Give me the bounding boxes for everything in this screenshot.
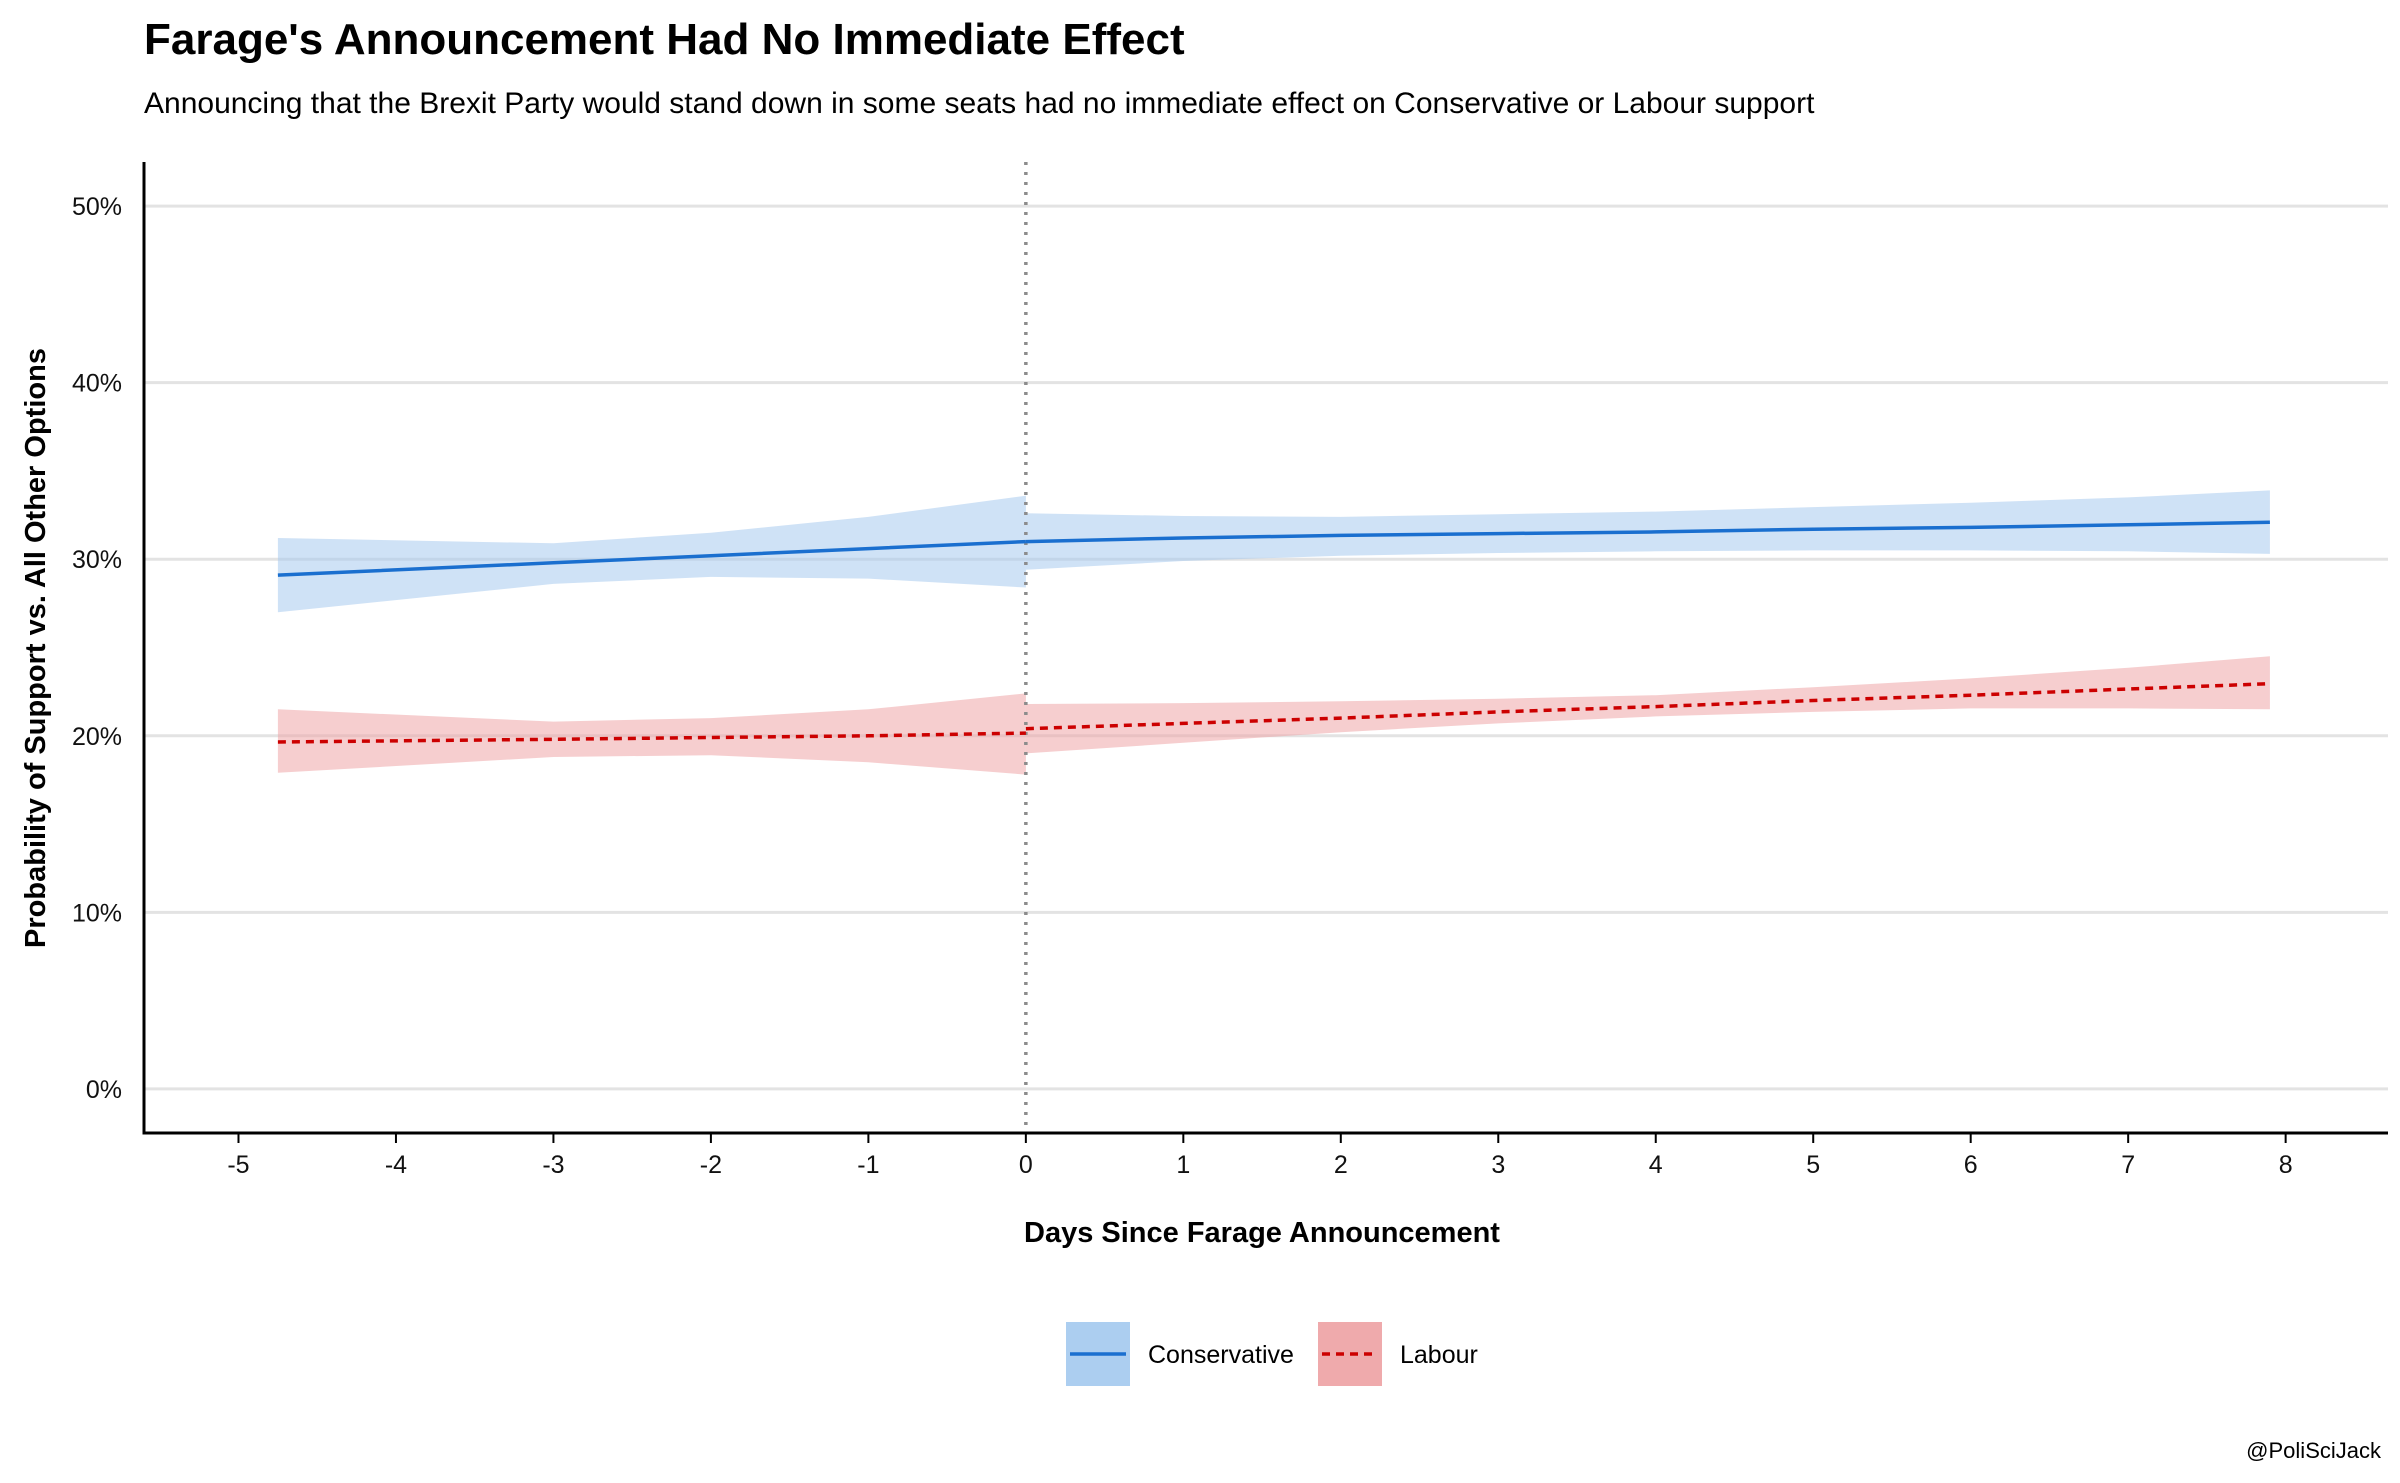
labour-line-1: [277, 731, 1026, 744]
conservative-line-2: [1025, 520, 2270, 544]
x-tick-label: -5: [227, 1151, 249, 1179]
x-tick-label: -4: [385, 1151, 407, 1179]
chart-subtitle: Announcing that the Brexit Party would s…: [144, 87, 1815, 120]
chart-title: Farage's Announcement Had No Immediate E…: [144, 15, 1185, 64]
y-tick-label: 0%: [86, 1076, 122, 1104]
y-tick-label: 20%: [72, 723, 122, 751]
conservative-legend-label: Conservative: [1148, 1341, 1294, 1369]
x-tick-label: -1: [857, 1151, 879, 1179]
y-tick-label: 50%: [72, 193, 122, 221]
y-gridlines: [144, 204, 2388, 1091]
series-lines: [277, 520, 2270, 744]
labour-ribbon-2: [1025, 656, 2270, 754]
x-tick-label: 8: [2279, 1151, 2293, 1179]
confidence-ribbons: [277, 490, 2270, 775]
axes: [142, 162, 2388, 1135]
y-tick-label: 40%: [72, 370, 122, 398]
x-tick-label: 3: [1491, 1151, 1505, 1179]
conservative-ribbon-2: [1025, 490, 2270, 570]
x-tick-labels: -5 -4 -3 -2 -1 0 1 2 3 4 5 6 7 8: [227, 1133, 2293, 1179]
x-axis-title: Days Since Farage Announcement: [1024, 1217, 1500, 1249]
labour-ribbon-1: [277, 693, 1026, 775]
y-tick-label: 10%: [72, 899, 122, 927]
labour-legend-label: Labour: [1400, 1341, 1478, 1369]
x-tick-label: 6: [1964, 1151, 1978, 1179]
conservative-ribbon-1: [277, 495, 1026, 613]
legend: Conservative Labour: [1066, 1322, 1478, 1386]
y-axis-title: Probability of Support vs. All Other Opt…: [20, 348, 52, 948]
x-tick-label: 5: [1806, 1151, 1820, 1179]
x-tick-label: -3: [542, 1151, 564, 1179]
x-tick-label: 2: [1334, 1151, 1348, 1179]
x-tick-label: 0: [1019, 1151, 1033, 1179]
y-tick-label: 30%: [72, 546, 122, 574]
chart-caption: @PoliSciJack: [2246, 1438, 2382, 1463]
x-tick-label: 1: [1176, 1151, 1190, 1179]
labour-line-2: [1025, 681, 2270, 731]
x-tick-label: -2: [700, 1151, 722, 1179]
conservative-line-1: [277, 539, 1026, 577]
y-tick-labels: 0% 10% 20% 30% 40% 50%: [72, 193, 122, 1104]
x-tick-label: 7: [2121, 1151, 2135, 1179]
x-tick-label: 4: [1649, 1151, 1663, 1179]
